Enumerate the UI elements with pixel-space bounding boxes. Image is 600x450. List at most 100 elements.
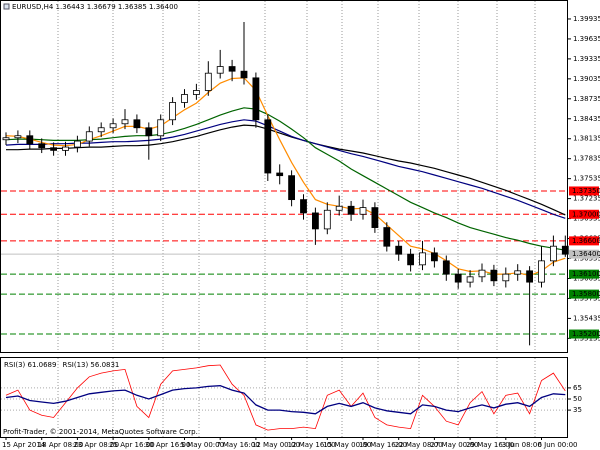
candle-body [181,94,188,103]
y-tick-label: 1.39935 [573,15,600,23]
level-label: 1.35800 [572,290,600,298]
x-tick-label: 12 May 00:00 [252,441,300,449]
candle-body [371,207,379,228]
x-tick-label: 3 Jun 08:00 [502,441,542,449]
x-tick-label: 12 May 16:00 [288,441,336,449]
chart-title: EURUSD,H4 1.36443 1.36679 1.36385 1.3640… [12,3,178,11]
y-tick-label: 1.39035 [573,75,600,83]
level-label-box [569,249,599,259]
candle-body [335,205,343,211]
y-tick-label: 1.39635 [573,35,600,43]
level-label: 1.36600 [572,237,600,245]
candle-body [252,77,260,121]
y-tick-label: 1.39335 [573,55,600,63]
candle-body [288,175,296,201]
candle-body [204,72,212,91]
y-tick-label: 1.35435 [573,314,600,322]
level-label: 1.37000 [572,210,600,218]
legend-label: RSI(13) 56.0831 [62,361,119,369]
y-tick-label: 1.37235 [573,195,600,203]
candle-body [514,270,522,275]
candle-body [419,252,426,266]
candle-body [490,269,498,282]
level-label-box [569,269,599,279]
y-tick-label: 1.37535 [573,175,600,183]
candle-body [38,143,46,149]
y-tick-label: 35 [573,406,582,414]
rsi-line [5,385,566,415]
moving-average [5,119,566,219]
rsi-line [5,364,566,431]
candle-body [347,205,355,215]
level-label-box [569,209,599,219]
candle-body [466,276,474,283]
candle-body [169,102,177,121]
level-label: 1.36400 [572,250,600,258]
y-tick-label: 1.37835 [573,155,600,163]
x-tick-label: 15 May 00:00 [323,441,371,449]
level-label: 1.37350 [572,187,600,195]
candle-body [502,273,510,282]
candle-body [395,245,403,255]
x-tick-label: 29 May 16:00 [466,441,514,449]
candle-body [14,135,22,139]
x-tick-label: 5 May 00:00 [181,441,225,449]
candle-body [50,147,57,151]
candle-body [109,123,117,129]
moving-average [5,77,566,277]
x-tick-label: 27 May 00:00 [430,441,478,449]
legend-label: RSI(3) 61.0689 [4,361,56,369]
candle-body [430,252,438,262]
y-tick-label: 1.38735 [573,95,600,103]
title-icon [3,3,10,10]
x-tick-label: 18 Apr 08:00 [38,441,84,449]
candle-body [74,140,81,148]
candle-body [145,127,153,137]
x-tick-label: 7 May 16:00 [216,441,260,449]
main-panel [0,0,568,353]
level-label: 1.35200 [572,330,600,338]
candle-body [526,270,533,283]
x-tick-label: 22 May 08:00 [395,441,443,449]
level-label-box [569,236,599,246]
candle-body [26,135,34,145]
candle-body [2,137,10,141]
candle-body [442,260,450,275]
level-label-box [569,186,599,196]
candle-body [228,66,236,72]
candle-body [216,66,224,74]
x-tick-label: 19 May 16:00 [359,441,407,449]
candle-body [383,227,391,247]
y-tick-label: 1.38135 [573,135,600,143]
candle-body [85,131,93,142]
candle-body [561,245,569,255]
x-tick-label: 25 Apr 16:00 [109,441,155,449]
candle-body [454,273,462,283]
y-tick-label: 1.38435 [573,115,600,123]
y-tick-label: 65 [573,384,582,392]
candle-body [264,119,272,174]
y-tick-label: 50 [573,395,582,403]
level-label-box [569,329,599,339]
candle-body [359,207,367,215]
moving-average [6,124,566,216]
candle-body [407,253,415,266]
candle-body [300,199,307,214]
candle-body [240,70,248,79]
rsi-panel [0,357,568,438]
candle-body [97,127,105,133]
candle-body [192,90,200,95]
x-tick-label: 23 Apr 08:00 [73,441,119,449]
candle-body [311,212,319,230]
candle-body [478,269,486,278]
candle-body [121,119,129,125]
candle-body [323,209,331,230]
x-tick-label: 30 Apr 16:00 [145,441,191,449]
candle-body [550,245,557,262]
annotation: Profit-Trader, © 2001-2014, MetaQuotes S… [3,428,198,436]
candle-body [133,119,141,129]
moving-average [5,107,566,251]
x-tick-label: 15 Apr 2014 [2,441,46,449]
level-label: 1.36100 [572,270,600,278]
